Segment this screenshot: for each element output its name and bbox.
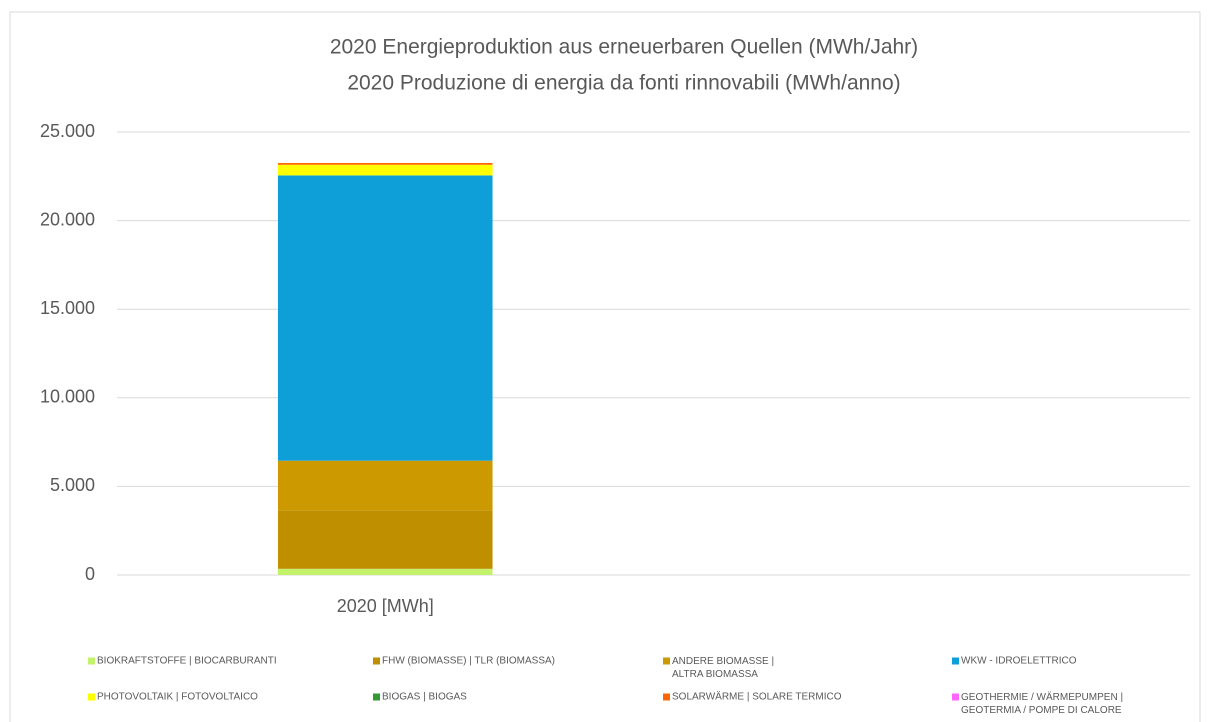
legend-swatch [373, 693, 380, 701]
chart-border [9, 11, 1201, 722]
legend-swatch [88, 657, 95, 665]
y-tick-label: 25.000 [40, 121, 95, 141]
legend-label: PHOTOVOLTAIK | FOTOVOLTAICO [97, 692, 258, 703]
y-tick-label: 0 [85, 564, 95, 584]
y-tick-label: 5.000 [50, 475, 95, 495]
legend-swatch [663, 657, 670, 665]
y-tick-label: 10.000 [40, 387, 95, 407]
x-tick-label: 2020 [MWh] [337, 596, 434, 616]
legend-label: SOLARWÄRME | SOLARE TERMICO [672, 691, 842, 703]
legend-swatch [88, 693, 95, 701]
bar-segment [277, 164, 493, 176]
legend-label: GEOTHERMIE / WÄRMEPUMPEN | GEOTERMIA / PO… [961, 691, 1123, 716]
legend-swatch [373, 657, 380, 665]
y-tick-label: 15.000 [40, 298, 95, 318]
legend-label: ANDERE BIOMASSE | ALTRA BIOMASSA [672, 656, 774, 680]
y-tick-label: 20.000 [40, 209, 95, 229]
bar-segment [277, 163, 493, 165]
legend-swatch [952, 657, 959, 665]
legend-label: FHW (BIOMASSE) | TLR (BIOMASSA) [382, 656, 555, 667]
chart-subtitle: 2020 Produzione di energia da fonti rinn… [347, 72, 900, 95]
chart-title: 2020 Energieproduktion aus erneuerbaren … [330, 36, 918, 59]
bar-segment [277, 175, 493, 461]
legend-swatch [952, 693, 959, 701]
bar-segment [277, 568, 493, 575]
legend-label: BIOKRAFTSTOFFE | BIOCARBURANTI [97, 656, 277, 667]
bar-segment [277, 510, 493, 569]
legend-label: WKW - IDROELETTRICO [961, 656, 1077, 667]
legend-swatch [663, 693, 670, 701]
legend-label: BIOGAS | BIOGAS [382, 692, 467, 703]
bar-segment [277, 460, 493, 511]
